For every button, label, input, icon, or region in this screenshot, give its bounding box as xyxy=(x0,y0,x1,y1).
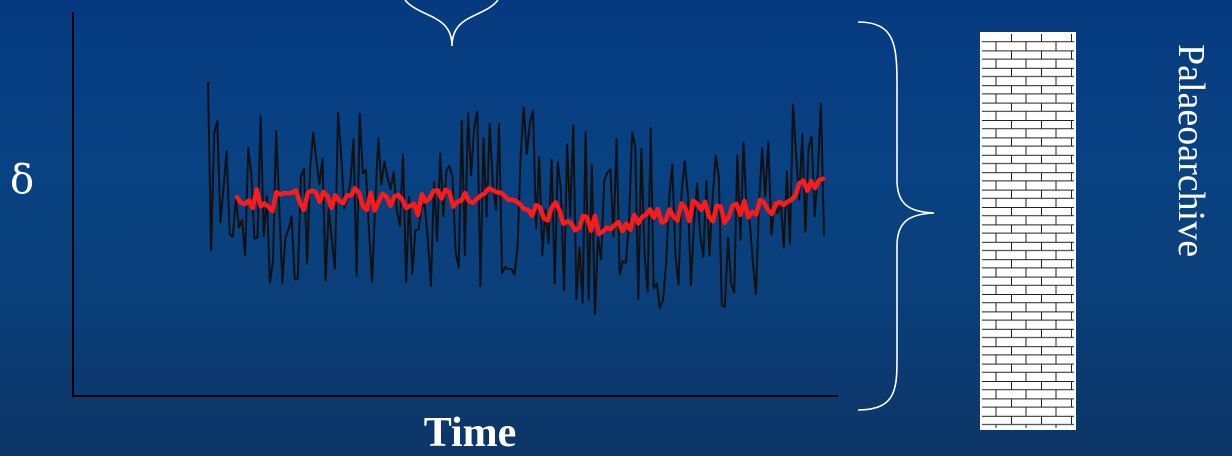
right-brace xyxy=(857,21,935,411)
top-brace xyxy=(404,0,499,47)
palaeoarchive-label: Palaeoarchive xyxy=(1170,44,1212,258)
smoothed-signal-line xyxy=(234,176,826,237)
raw-signal-line xyxy=(207,81,825,315)
palaeoarchive-column xyxy=(980,32,1076,430)
y-axis-label: δ xyxy=(10,157,35,203)
x-axis-label: Time xyxy=(423,410,517,456)
